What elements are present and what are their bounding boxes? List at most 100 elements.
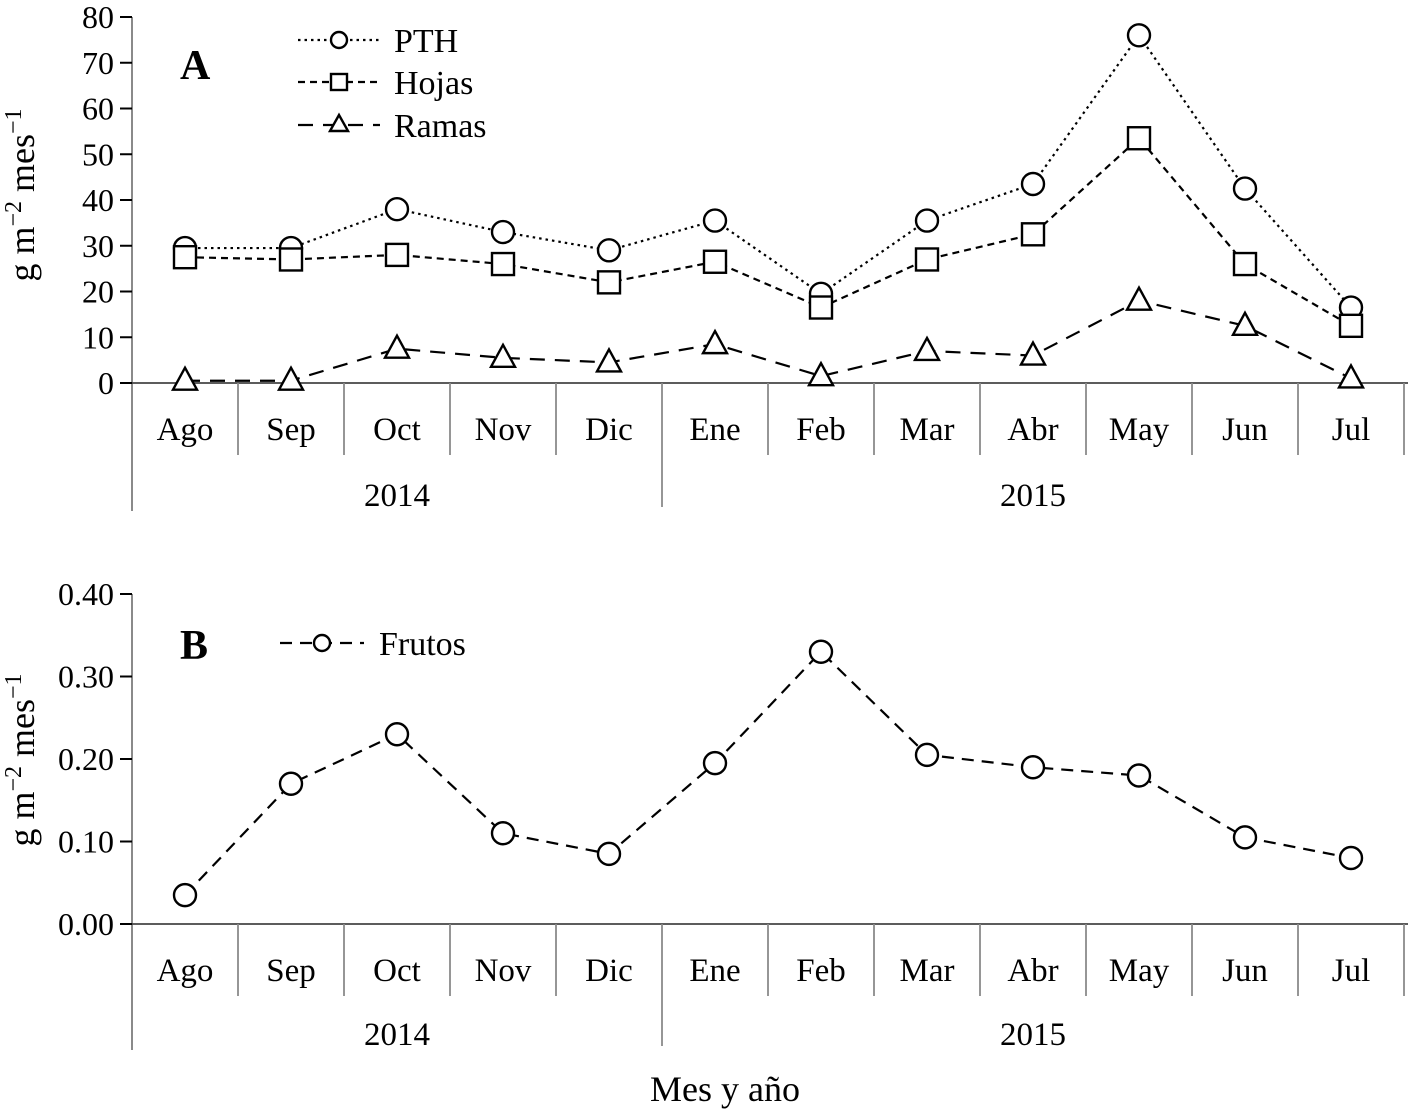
series-ramas (170, 285, 1366, 391)
year-label: 2015 (1000, 478, 1066, 514)
x-tick-label-month: Jun (1222, 412, 1268, 448)
data-point-marker (1232, 825, 1258, 850)
data-point-marker (1338, 313, 1364, 339)
panel-a-y-axis-title: g m−2 mes−1 (1, 108, 42, 281)
data-point-marker (278, 247, 304, 272)
data-point-marker (1338, 845, 1364, 871)
legend-label: PTH (394, 23, 458, 60)
x-tick-label-month: Mar (900, 953, 955, 989)
legend-triangle-icon (327, 112, 351, 133)
panel-b-series (172, 639, 1364, 908)
y-tick-label: 0 (98, 365, 114, 401)
x-axis-title: Mes y año (650, 1069, 800, 1109)
data-point-marker (1020, 222, 1046, 247)
data-point-marker (170, 365, 200, 391)
y-tick-label: 0.20 (58, 741, 114, 777)
data-point-marker (276, 365, 306, 391)
y-tick-label: 40 (82, 182, 114, 218)
x-tick-label-month: Feb (796, 953, 846, 989)
panel-a-legend: PTH Hojas Ramas (298, 23, 487, 145)
x-tick-label-month: Sep (266, 412, 316, 448)
data-point-marker (1018, 340, 1048, 366)
x-tick-label-month: Nov (475, 953, 532, 989)
panel-a: 0 10 20 30 40 50 60 70 80 Ago Sep Oct Nov Dic Ene Feb Ma… (1, 0, 1408, 514)
data-point-marker (1230, 310, 1260, 337)
panel-b-axes: 0.00 0.10 0.20 0.30 0.40 Ago Sep Oct Nov Dic Ene Fe… (58, 576, 1408, 1053)
year-label: 2014 (364, 478, 430, 514)
data-point-marker (1232, 176, 1258, 201)
x-tick-label-month: Ene (689, 953, 740, 989)
legend-label: Ramas (394, 108, 487, 145)
data-point-marker (490, 219, 516, 245)
y-tick-label: 20 (82, 274, 114, 310)
y-tick-label: 50 (82, 136, 114, 172)
legend-item-frutos: Frutos (280, 626, 466, 663)
x-tick-label-month: Feb (796, 412, 846, 448)
x-tick-label-month: Dic (585, 953, 633, 989)
y-tick-label: 30 (82, 228, 114, 264)
data-point-marker (808, 639, 834, 664)
year-label: 2014 (364, 1017, 430, 1053)
y-tick-label: 70 (82, 45, 114, 81)
data-point-marker (384, 722, 410, 747)
data-point-marker (808, 295, 834, 320)
data-point-marker (702, 208, 728, 233)
data-point-marker (596, 238, 622, 263)
panel-a-series (170, 23, 1366, 391)
series-hojas (172, 126, 1364, 339)
legend-circle-icon (312, 633, 332, 653)
x-tick-label-month: Mar (900, 412, 955, 448)
series-frutos (172, 639, 1364, 908)
x-tick-label-month: Dic (585, 412, 633, 448)
legend-item-ramas: Ramas (298, 108, 487, 145)
panel-b-label: B (180, 623, 208, 669)
x-tick-label-month: Jun (1222, 953, 1268, 989)
panel-b-legend: Frutos (280, 626, 466, 663)
x-tick-label-month: May (1109, 953, 1170, 989)
x-tick-label-month: Ene (689, 412, 740, 448)
data-point-marker (596, 270, 622, 295)
data-point-marker (384, 242, 410, 268)
y-tick-label: 0.00 (58, 906, 114, 942)
data-point-marker (914, 247, 940, 272)
data-point-marker (702, 249, 728, 274)
data-point-marker (384, 196, 410, 222)
legend-item-pth: PTH (298, 23, 458, 60)
x-tick-label-month: Oct (373, 412, 421, 448)
data-point-marker (172, 244, 198, 270)
data-point-marker (1336, 362, 1366, 389)
legend-label: Hojas (394, 65, 473, 102)
x-tick-label-month: Nov (475, 412, 532, 448)
x-tick-label-month: Ago (157, 953, 214, 989)
data-point-marker (1124, 285, 1154, 311)
data-point-marker (1020, 755, 1046, 780)
data-point-marker (1020, 171, 1046, 197)
data-point-marker (806, 360, 836, 387)
x-tick-label-month: May (1109, 412, 1170, 448)
panel-b-y-axis-title: g m−2 mes−1 (1, 673, 42, 846)
x-tick-label-month: Abr (1007, 412, 1058, 448)
data-point-marker (700, 328, 730, 355)
data-point-marker (702, 750, 728, 776)
data-point-marker (490, 251, 516, 277)
legend-square-icon (329, 72, 349, 92)
series-line (185, 299, 1352, 382)
y-tick-label: 60 (82, 91, 114, 127)
year-label: 2015 (1000, 1017, 1066, 1053)
data-point-marker (914, 208, 940, 233)
data-point-marker (278, 771, 304, 796)
series-line (184, 136, 1352, 327)
data-point-marker (1126, 763, 1152, 788)
panel-a-label: A (180, 43, 211, 89)
data-point-marker (1126, 126, 1152, 151)
data-point-marker (1232, 251, 1258, 277)
legend-label: Frutos (379, 626, 466, 663)
legend-item-hojas: Hojas (298, 65, 473, 102)
x-tick-label-month: Oct (373, 953, 421, 989)
legend-circle-icon (329, 30, 349, 50)
y-tick-label: 80 (82, 0, 114, 35)
panel-a-axes: 0 10 20 30 40 50 60 70 80 Ago Sep Oct Nov Dic Ene Feb Ma… (82, 0, 1408, 514)
x-tick-label-month: Jul (1332, 953, 1371, 989)
